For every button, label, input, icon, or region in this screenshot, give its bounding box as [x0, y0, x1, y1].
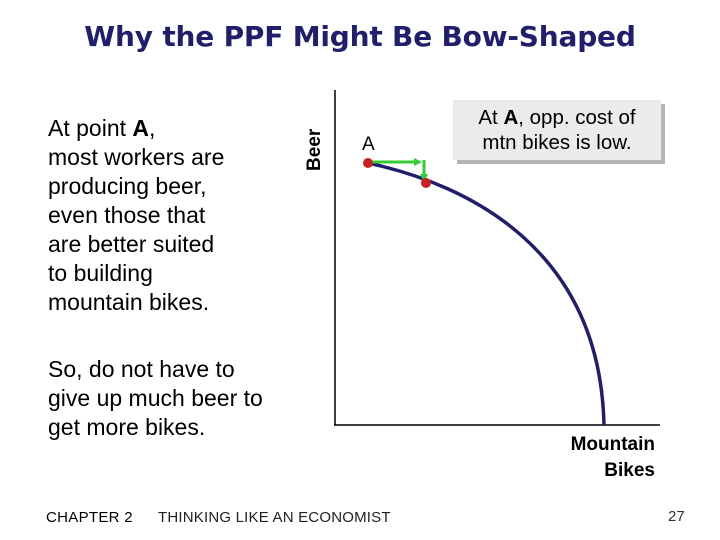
- explanation-line: most workers are: [48, 144, 225, 170]
- conclusion-line: give up much beer to: [48, 385, 263, 411]
- footer-chapter: CHAPTER 2: [46, 509, 133, 526]
- explanation-line: are better suited: [48, 231, 215, 257]
- point-a-reference: A: [132, 115, 150, 141]
- explanation-text: At point A, most workers are producing b…: [48, 114, 308, 317]
- point-a-label: A: [362, 134, 375, 155]
- second-point-marker: [421, 178, 431, 188]
- opportunity-cost-callout: At A, opp. cost of mtn bikes is low.: [453, 100, 661, 160]
- slide-title: Why the PPF Might Be Bow-Shaped: [84, 20, 636, 53]
- page-number: 27: [668, 508, 685, 525]
- x-axis-label-line1: Mountain: [571, 434, 655, 455]
- explanation-line: mountain bikes.: [48, 289, 210, 315]
- conclusion-text: So, do not have to give up much beer to …: [48, 355, 318, 442]
- conclusion-line: So, do not have to: [48, 356, 235, 382]
- x-axis-label-line2: Bikes: [604, 460, 655, 481]
- footer-chapter-title: THINKING LIKE AN ECONOMIST: [158, 509, 391, 526]
- explanation-line: even those that: [48, 202, 206, 228]
- explanation-line: producing beer,: [48, 173, 207, 199]
- callout-line-2: mtn bikes is low.: [482, 131, 632, 154]
- y-axis-label: Beer: [304, 128, 325, 171]
- callout-point-a: A: [503, 106, 519, 129]
- explanation-line: to building: [48, 260, 153, 286]
- conclusion-line: get more bikes.: [48, 414, 206, 440]
- ppf-curve: [367, 161, 606, 426]
- point-a-marker: [363, 158, 373, 168]
- callout-line-1: At A, opp. cost of: [478, 106, 636, 129]
- explanation-line-1: At point A,: [48, 115, 156, 141]
